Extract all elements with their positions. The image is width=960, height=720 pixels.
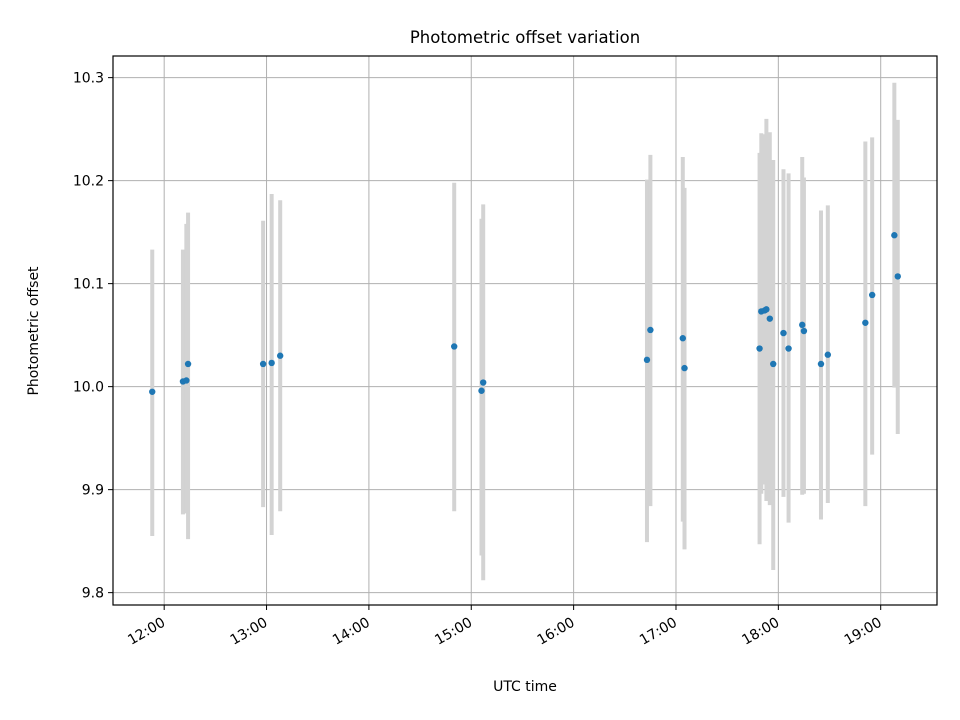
data-point — [184, 360, 192, 368]
grid — [113, 56, 937, 605]
data-point — [868, 291, 876, 299]
data-point — [780, 329, 787, 337]
data-point — [824, 351, 832, 358]
data-point — [766, 315, 774, 322]
data-points — [149, 232, 901, 395]
axes-frame — [112, 55, 938, 606]
data-point — [681, 364, 688, 372]
y-tick-label: 9.8 — [82, 586, 104, 602]
data-point — [785, 345, 792, 352]
chart-title: Photometric offset variation — [410, 28, 640, 47]
data-point — [770, 360, 777, 368]
data-point — [763, 306, 770, 313]
data-point — [480, 379, 487, 386]
x-axis-label: UTC time — [493, 679, 557, 695]
data-point — [259, 360, 267, 368]
data-point — [643, 356, 651, 364]
data-point — [183, 377, 190, 384]
data-point — [276, 352, 284, 359]
data-point — [800, 327, 808, 335]
y-tick-label: 10.0 — [73, 380, 104, 396]
y-axis-label: Photometric offset — [26, 266, 42, 396]
data-point — [647, 326, 654, 334]
data-point — [679, 335, 687, 342]
data-point — [894, 273, 901, 280]
data-point — [149, 388, 156, 395]
data-point — [268, 359, 275, 367]
data-point — [799, 321, 806, 329]
data-point — [891, 232, 898, 239]
data-point — [756, 345, 763, 352]
y-tick-label: 9.9 — [82, 483, 104, 499]
data-point — [817, 360, 825, 368]
data-point — [478, 387, 485, 394]
data-point — [451, 343, 458, 350]
y-tick-label: 10.3 — [73, 71, 104, 87]
y-tick-label: 10.1 — [73, 277, 104, 293]
data-point — [862, 319, 869, 326]
y-axis-ticks: 9.8 9.9 10.0 10.1 10.2 10.3 — [73, 71, 113, 602]
y-tick-label: 10.2 — [73, 174, 104, 190]
